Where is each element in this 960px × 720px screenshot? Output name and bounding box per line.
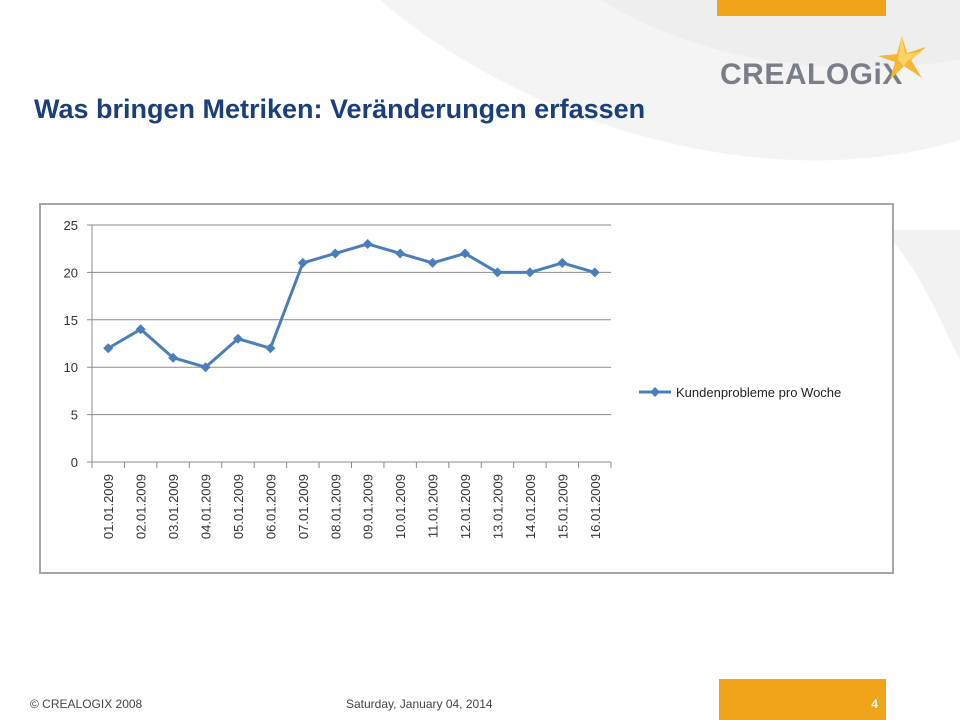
x-tick-label: 10.01.2009 xyxy=(393,474,408,539)
footer-date: Saturday, January 04, 2014 xyxy=(346,697,493,711)
footer-accent-bar: 4 xyxy=(719,679,886,720)
page-number: 4 xyxy=(871,697,878,711)
y-tick-label: 15 xyxy=(64,313,78,328)
x-tick-label: 11.01.2009 xyxy=(426,474,441,538)
data-point xyxy=(524,267,535,278)
x-tick-label: 01.01.2009 xyxy=(101,474,116,539)
x-tick-label: 09.01.2009 xyxy=(361,474,376,539)
x-tick-label: 08.01.2009 xyxy=(328,474,343,539)
data-point xyxy=(200,362,211,373)
page-title: Was bringen Metriken: Veränderungen erfa… xyxy=(34,94,646,124)
data-point xyxy=(362,238,373,249)
logo-wordmark: CREALOGiX xyxy=(720,58,903,91)
data-point xyxy=(265,343,276,354)
x-tick-label: 04.01.2009 xyxy=(199,474,214,539)
data-point xyxy=(135,324,146,335)
footer-copyright: © CREALOGIX 2008 xyxy=(30,697,143,711)
y-tick-label: 0 xyxy=(71,455,78,470)
x-tick-label: 06.01.2009 xyxy=(263,474,278,539)
data-point xyxy=(297,257,308,268)
line-chart: 0 5 10 15 20 25 01.01.2009 02.01.2009 03.01.2009… xyxy=(64,218,842,539)
x-tick-label: 14.01.2009 xyxy=(523,474,538,539)
x-tick-label: 15.01.2009 xyxy=(555,474,570,539)
data-point xyxy=(395,248,406,259)
data-point xyxy=(168,352,179,363)
series-line xyxy=(107,242,596,369)
x-tick-label: 13.01.2009 xyxy=(490,474,505,539)
x-tick-label: 12.01.2009 xyxy=(458,474,473,539)
legend-marker xyxy=(650,387,660,397)
data-point xyxy=(589,267,600,278)
x-tick-label: 16.01.2009 xyxy=(588,474,603,539)
data-point xyxy=(103,343,114,354)
y-tick-label: 20 xyxy=(64,265,78,280)
chart-frame: 0 5 10 15 20 25 01.01.2009 02.01.2009 03.01.2009… xyxy=(39,203,894,574)
star-icon xyxy=(878,36,926,80)
crealogix-logo: CREALOGiX xyxy=(714,34,930,98)
data-point xyxy=(460,248,471,259)
y-tick-label: 10 xyxy=(64,360,78,375)
x-tick-label: 05.01.2009 xyxy=(231,474,246,539)
x-tick-label: 07.01.2009 xyxy=(296,474,311,539)
data-point xyxy=(427,257,438,268)
data-point xyxy=(330,248,341,259)
x-tick-label: 02.01.2009 xyxy=(134,474,149,539)
y-tick-label: 5 xyxy=(71,408,78,423)
legend-label: Kundenprobleme pro Woche xyxy=(676,385,841,400)
data-point xyxy=(232,333,243,344)
y-tick-label: 25 xyxy=(64,218,78,233)
data-point xyxy=(492,267,503,278)
x-tick-label: 03.01.2009 xyxy=(166,474,181,539)
top-accent-bar xyxy=(717,0,886,16)
data-point xyxy=(557,257,568,268)
